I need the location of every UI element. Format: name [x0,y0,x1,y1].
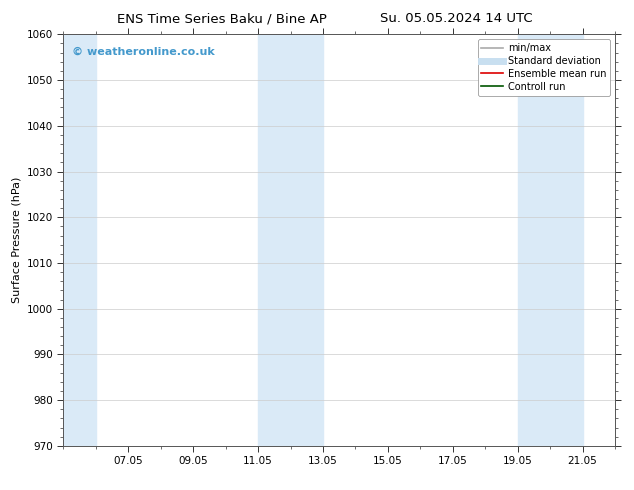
Bar [63,34,96,446]
Bar [517,34,583,446]
Text: ENS Time Series Baku / Bine AP: ENS Time Series Baku / Bine AP [117,12,327,25]
Text: © weatheronline.co.uk: © weatheronline.co.uk [72,47,214,57]
Bar [258,34,323,446]
Y-axis label: Surface Pressure (hPa): Surface Pressure (hPa) [11,177,21,303]
Legend: min/max, Standard deviation, Ensemble mean run, Controll run: min/max, Standard deviation, Ensemble me… [477,39,610,96]
Text: Su. 05.05.2024 14 UTC: Su. 05.05.2024 14 UTC [380,12,533,25]
